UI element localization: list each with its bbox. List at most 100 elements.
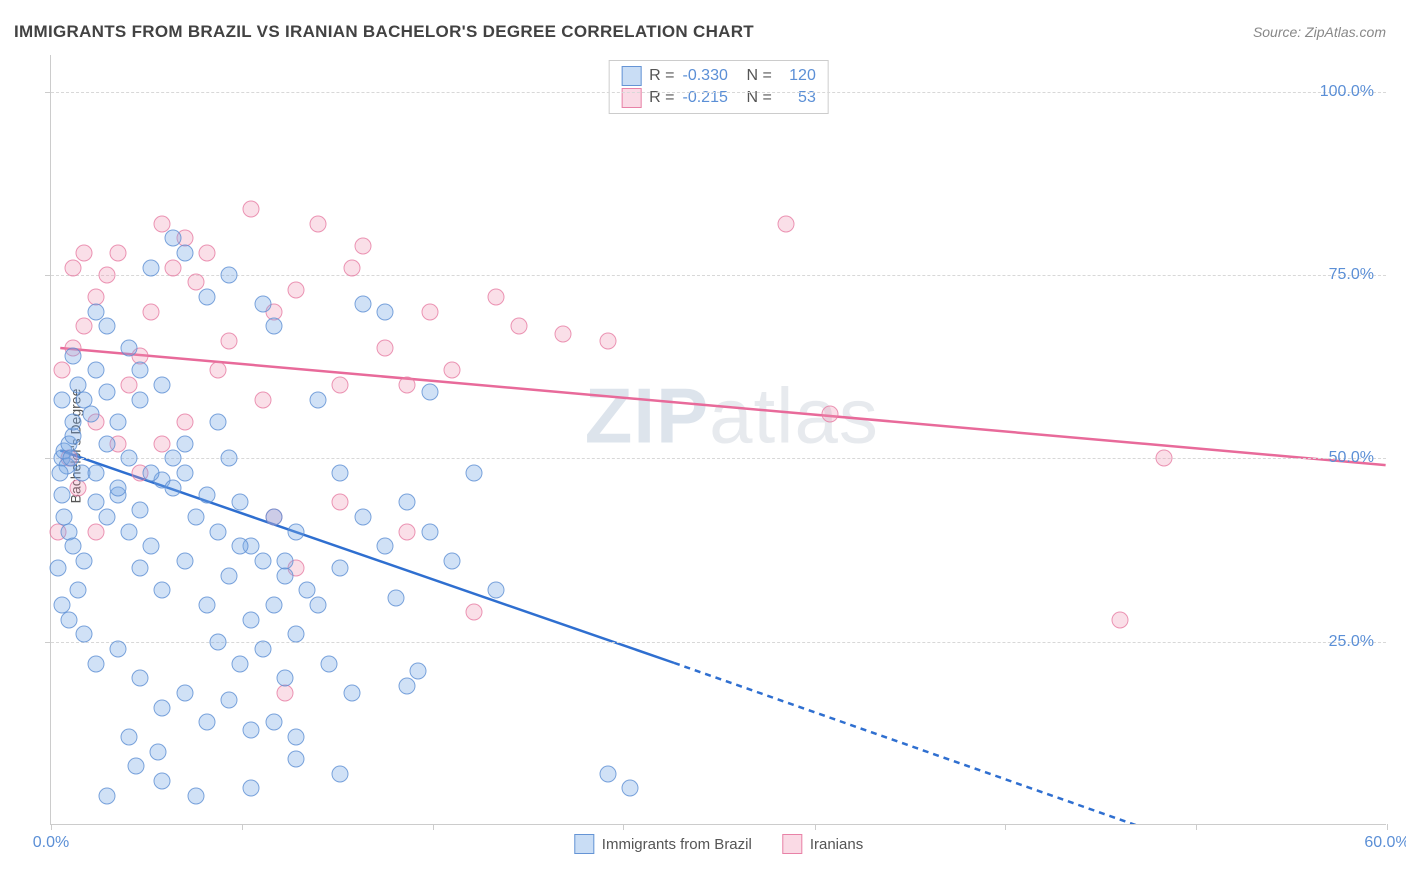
y-tick-mark — [45, 642, 51, 643]
x-tick-mark — [433, 824, 434, 830]
scatter-point-blue — [60, 611, 77, 628]
series-legend-item: Iranians — [782, 834, 863, 854]
gridline — [51, 275, 1386, 276]
scatter-point-blue — [232, 494, 249, 511]
scatter-point-blue — [143, 538, 160, 555]
legend-row: R =-0.215N =53 — [621, 87, 816, 109]
scatter-point-blue — [98, 318, 115, 335]
series-legend-label: Immigrants from Brazil — [602, 836, 752, 853]
series-legend-label: Iranians — [810, 836, 863, 853]
scatter-point-blue — [221, 692, 238, 709]
scatter-point-blue — [254, 641, 271, 658]
scatter-point-blue — [243, 611, 260, 628]
scatter-point-blue — [332, 560, 349, 577]
scatter-point-blue — [210, 413, 227, 430]
scatter-point-blue — [232, 655, 249, 672]
scatter-point-pink — [777, 215, 794, 232]
scatter-point-pink — [165, 259, 182, 276]
scatter-point-blue — [421, 384, 438, 401]
scatter-point-blue — [154, 377, 171, 394]
scatter-point-blue — [109, 641, 126, 658]
scatter-point-blue — [265, 714, 282, 731]
scatter-point-blue — [83, 406, 100, 423]
scatter-point-blue — [343, 685, 360, 702]
trend-line — [674, 663, 1341, 824]
x-tick-mark — [1196, 824, 1197, 830]
scatter-point-blue — [254, 553, 271, 570]
scatter-point-blue — [176, 245, 193, 262]
y-tick-mark — [45, 92, 51, 93]
scatter-point-blue — [488, 582, 505, 599]
scatter-point-blue — [321, 655, 338, 672]
scatter-point-blue — [276, 567, 293, 584]
scatter-point-blue — [287, 751, 304, 768]
scatter-point-blue — [87, 362, 104, 379]
scatter-point-pink — [54, 362, 71, 379]
scatter-point-pink — [87, 523, 104, 540]
scatter-point-blue — [410, 663, 427, 680]
scatter-point-blue — [377, 303, 394, 320]
legend-r-value: -0.330 — [683, 67, 739, 85]
legend-n-label: N = — [747, 67, 772, 85]
scatter-point-pink — [1156, 450, 1173, 467]
x-tick-label: 60.0% — [1364, 834, 1406, 852]
scatter-point-blue — [287, 523, 304, 540]
scatter-point-blue — [198, 597, 215, 614]
scatter-point-blue — [399, 677, 416, 694]
scatter-point-blue — [265, 509, 282, 526]
scatter-point-pink — [69, 479, 86, 496]
scatter-point-blue — [54, 391, 71, 408]
scatter-point-blue — [109, 479, 126, 496]
scatter-point-pink — [488, 289, 505, 306]
trend-lines-layer — [51, 55, 1386, 824]
scatter-point-blue — [176, 435, 193, 452]
scatter-point-blue — [176, 685, 193, 702]
scatter-point-pink — [65, 259, 82, 276]
scatter-point-blue — [232, 538, 249, 555]
scatter-point-pink — [76, 318, 93, 335]
scatter-point-blue — [154, 582, 171, 599]
scatter-point-blue — [187, 509, 204, 526]
scatter-point-blue — [69, 582, 86, 599]
scatter-point-blue — [187, 787, 204, 804]
scatter-point-pink — [154, 215, 171, 232]
scatter-point-blue — [87, 494, 104, 511]
x-tick-mark — [1005, 824, 1006, 830]
scatter-point-pink — [421, 303, 438, 320]
legend-swatch — [782, 834, 802, 854]
scatter-point-pink — [354, 237, 371, 254]
scatter-point-blue — [87, 303, 104, 320]
scatter-point-pink — [822, 406, 839, 423]
scatter-point-blue — [65, 347, 82, 364]
scatter-point-blue — [65, 413, 82, 430]
x-tick-mark — [815, 824, 816, 830]
x-tick-mark — [623, 824, 624, 830]
scatter-point-pink — [210, 362, 227, 379]
scatter-point-blue — [443, 553, 460, 570]
scatter-point-pink — [399, 377, 416, 394]
scatter-point-blue — [76, 626, 93, 643]
scatter-point-pink — [332, 494, 349, 511]
scatter-point-pink — [399, 523, 416, 540]
scatter-point-pink — [332, 377, 349, 394]
legend-r-label: R = — [649, 67, 674, 85]
scatter-point-blue — [265, 318, 282, 335]
scatter-point-blue — [377, 538, 394, 555]
scatter-point-blue — [143, 465, 160, 482]
scatter-point-blue — [276, 670, 293, 687]
series-legend: Immigrants from Brazil Iranians — [574, 834, 863, 854]
scatter-point-blue — [165, 450, 182, 467]
chart-plot-area: ZIPatlas R =-0.330N =120R =-0.215N =53 I… — [50, 55, 1386, 825]
scatter-point-pink — [120, 377, 137, 394]
scatter-point-pink — [109, 245, 126, 262]
scatter-point-pink — [1111, 611, 1128, 628]
scatter-point-blue — [65, 428, 82, 445]
scatter-point-blue — [254, 296, 271, 313]
scatter-point-blue — [221, 450, 238, 467]
scatter-point-blue — [310, 391, 327, 408]
scatter-point-pink — [76, 245, 93, 262]
scatter-point-blue — [132, 501, 149, 518]
y-tick-label: 50.0% — [1329, 449, 1374, 467]
gridline — [51, 458, 1386, 459]
y-tick-label: 75.0% — [1329, 266, 1374, 284]
